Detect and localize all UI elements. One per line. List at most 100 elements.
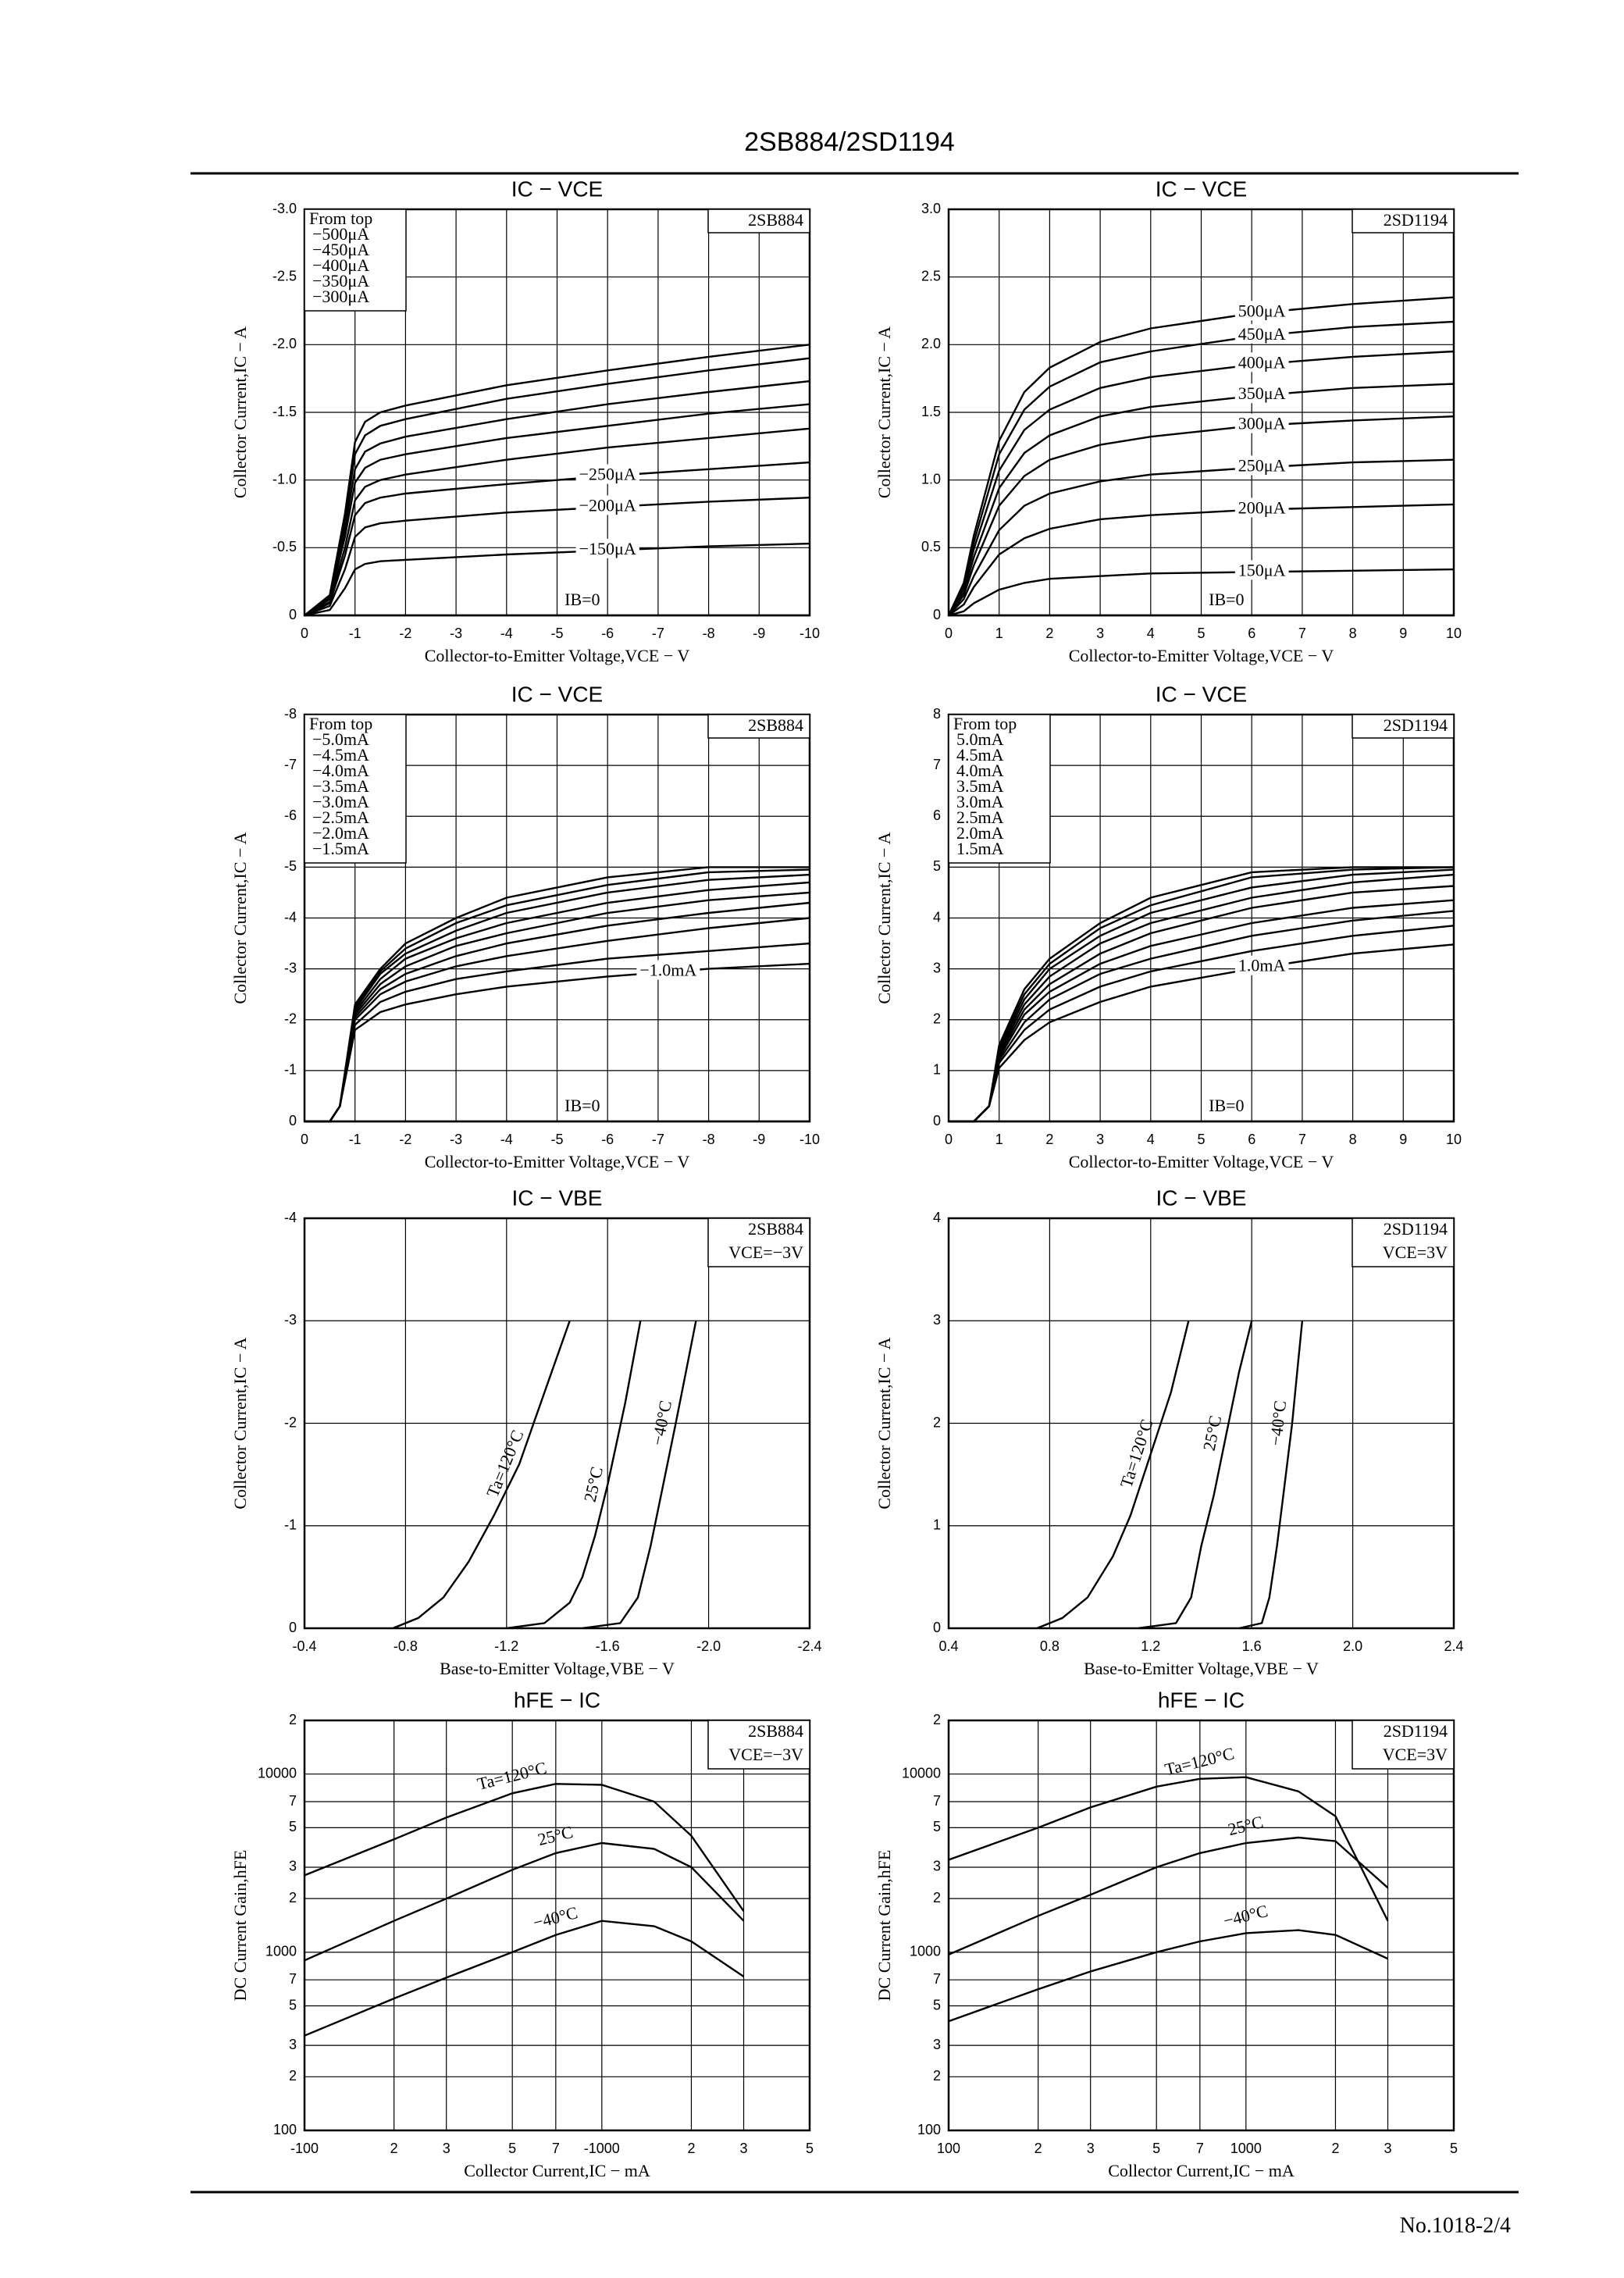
y-tick-label: 5 [289, 1819, 297, 1834]
x-tick-label: 7 [552, 2141, 560, 2156]
x-tick-label: 5 [1197, 1132, 1205, 1147]
device-label: 2SB884 [748, 210, 803, 230]
device-label: 2SD1194 [1384, 1721, 1448, 1741]
plot-frame [947, 1217, 1455, 1630]
y-tick-label: 3 [289, 2037, 297, 2052]
y-axis-label: DC Current Gain,hFE [874, 1850, 894, 2002]
x-tick-label: 9 [1399, 1132, 1407, 1147]
x-tick-label: 2 [1035, 2141, 1042, 2156]
y-tick-label: -2 [284, 1414, 297, 1430]
legend-entry: −3.0mA [312, 792, 369, 811]
y-tick-label: 0 [933, 607, 941, 622]
x-tick-label: -5 [550, 626, 563, 641]
x-tick-label: 8 [1349, 1132, 1357, 1147]
curve-label-bg [575, 538, 639, 558]
legend-box [948, 714, 1051, 864]
y-tick-label: -8 [284, 706, 297, 722]
y-tick-label: -5 [284, 858, 297, 874]
x-tick-label: 7 [1196, 2141, 1204, 2156]
curve-label: 1.0mA [1238, 956, 1286, 975]
curve-label: −1.0mA [639, 961, 696, 980]
y-tick-label: 1 [933, 1517, 941, 1533]
x-tick-label: 2 [390, 2141, 398, 2156]
x-axis-label: Collector Current,IC − mA [464, 2161, 650, 2180]
x-tick-label: 0.8 [1040, 1638, 1060, 1654]
chart-title: IC − VCE [511, 176, 603, 201]
y-tick-label: 0 [933, 1113, 941, 1128]
legend-entry: −350μA [312, 271, 369, 291]
legend-title: From top [309, 714, 372, 733]
curve-label: IB=0 [564, 590, 600, 609]
y-tick-label: 7 [289, 1971, 297, 1987]
device-label: 2SD1194 [1384, 715, 1448, 735]
x-tick-label: 1 [995, 626, 1003, 641]
x-axis-label: Collector-to-Emitter Voltage,VCE − V [425, 646, 690, 665]
curve-label: −200μA [579, 495, 636, 515]
legend-entry: −2.5mA [312, 807, 369, 827]
x-tick-label: -2 [399, 1132, 411, 1147]
x-tick-label: 2 [1045, 1132, 1053, 1147]
legend-title: From top [953, 714, 1017, 733]
y-tick-label: 2 [933, 1011, 941, 1027]
x-tick-label: 2 [1331, 2141, 1339, 2156]
x-tick-label: -1 [349, 626, 361, 641]
y-tick-label: 1 [933, 1062, 941, 1078]
x-tick-label: -9 [753, 1132, 765, 1147]
y-tick-label: 8 [933, 706, 941, 722]
x-tick-label: 0.4 [938, 1638, 958, 1654]
curve-label: 450μA [1238, 324, 1286, 344]
device-box [707, 209, 810, 234]
curve [948, 1776, 1389, 1922]
y-tick-label: 2 [289, 1890, 297, 1905]
page-header: 2SB884/2SD1194 [744, 127, 955, 157]
chart-title: hFE − IC [1158, 1688, 1245, 1712]
curve [1138, 1321, 1253, 1630]
x-tick-label: 10 [1446, 626, 1462, 641]
y-axis-label: Collector Current,IC − A [874, 832, 894, 1004]
y-tick-label: 0 [289, 1620, 297, 1635]
x-tick-label: 100 [937, 2141, 960, 2156]
x-tick-label: 1.2 [1141, 1638, 1160, 1654]
curve [304, 357, 810, 616]
y-axis-label: Collector Current,IC − A [874, 1337, 894, 1509]
curve-label-bg [1234, 560, 1289, 580]
device-box [1352, 209, 1455, 234]
y-tick-label: 1000 [265, 1944, 297, 1959]
y-tick-label: 4 [933, 1210, 941, 1225]
curve-label-bg [636, 960, 700, 980]
curve [304, 380, 810, 616]
curve-label: 400μA [1238, 352, 1286, 372]
y-tick-label: 2 [933, 2068, 941, 2084]
y-tick-label: 2 [289, 1712, 297, 1727]
y-tick-label: -2 [284, 1011, 297, 1027]
curve-label: 300μA [1238, 414, 1286, 433]
curve-label: IB=0 [1209, 590, 1244, 609]
curve [1036, 1321, 1190, 1630]
y-tick-label: 5 [289, 1997, 297, 2012]
y-tick-label: -1.5 [272, 404, 297, 419]
x-tick-label: 4 [1147, 626, 1155, 641]
x-tick-label: -0.4 [292, 1638, 316, 1654]
legend-entry: 5.0mA [956, 729, 1004, 749]
device-box [707, 1720, 810, 1770]
curve-label: 350μA [1238, 383, 1286, 403]
legend-entry: 2.0mA [956, 823, 1004, 843]
y-tick-label: -7 [284, 757, 297, 772]
device-box [1352, 1217, 1455, 1267]
device-label: 2SB884 [748, 715, 803, 735]
x-tick-label: -10 [800, 626, 820, 641]
y-tick-label: -2.0 [272, 336, 297, 351]
y-tick-label: 3.0 [921, 201, 941, 216]
curve-label-bg [575, 464, 639, 484]
legend-entry: −400μA [312, 255, 369, 275]
curve-label-bg [1234, 352, 1289, 373]
y-tick-label: 7 [289, 1793, 297, 1809]
y-tick-label: -3 [284, 1312, 297, 1328]
condition-label: VCE=3V [1383, 1745, 1448, 1764]
x-tick-label: -7 [652, 626, 664, 641]
y-tick-label: 3 [933, 1859, 941, 1874]
curve-label-bg [1234, 383, 1289, 404]
x-tick-label: 5 [1197, 626, 1205, 641]
x-tick-label: -3 [450, 626, 462, 641]
